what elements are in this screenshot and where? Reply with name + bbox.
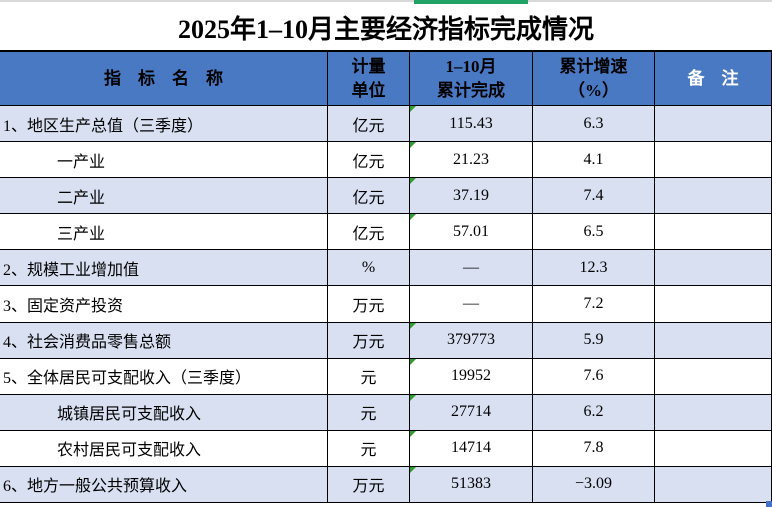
indicator-name-cell[interactable]: 城镇居民可支配收入 [0,394,328,430]
value-cell[interactable]: 19952 [410,358,533,394]
indicator-name-label: 农村居民可支配收入 [57,442,202,460]
table-body: 1、地区生产总值（三季度） 亿元 115.43 6.3 一产业 亿元 21.23… [0,106,772,504]
unit-cell[interactable]: 万元 [328,286,410,322]
value-cell[interactable]: 37.19 [410,178,533,214]
green-accent-bar [414,0,528,4]
indicator-name-cell[interactable]: 1、地区生产总值（三季度） [0,106,328,142]
indicator-name-cell[interactable]: 二产业 [0,178,328,214]
unit-cell[interactable]: 元 [328,358,410,394]
remark-cell[interactable] [655,286,772,322]
indicator-name-label: 5、全体居民可支配收入（三季度） [3,370,252,388]
indicator-name-cell[interactable]: 农村居民可支配收入 [0,430,328,466]
indicator-name-label: 城镇居民可支配收入 [57,406,202,424]
growth-cell[interactable]: 7.6 [533,358,655,394]
table-row: 4、社会消费品零售总额 万元 379773 5.9 [0,322,772,359]
value-cell[interactable]: 57.01 [410,214,533,250]
remark-cell[interactable] [655,214,772,250]
header-indicator-name[interactable]: 指 标 名 称 [0,52,328,105]
table-row: 城镇居民可支配收入 元 27714 6.2 [0,394,772,431]
indicator-name-label: 三产业 [57,225,106,243]
growth-cell[interactable]: 6.5 [533,214,655,250]
growth-cell[interactable]: 6.3 [533,106,655,142]
remark-cell[interactable] [655,466,772,503]
unit-cell[interactable]: 亿元 [328,178,410,214]
table-row: 农村居民可支配收入 元 14714 7.8 [0,430,772,467]
remark-cell[interactable] [655,394,772,430]
unit-cell[interactable]: 亿元 [328,142,410,178]
indicator-name-label: 二产业 [57,189,106,207]
indicator-name-label: 4、社会消费品零售总额 [3,334,172,352]
table-row: 三产业 亿元 57.01 6.5 [0,214,772,251]
header-unit[interactable]: 计量 单位 [328,52,410,105]
table-row: 2、规模工业增加值 % — 12.3 [0,250,772,287]
selection-handle[interactable] [766,501,772,507]
indicator-name-cell[interactable]: 三产业 [0,214,328,250]
indicator-name-cell[interactable]: 一产业 [0,142,328,178]
table-row: 一产业 亿元 21.23 4.1 [0,142,772,179]
indicator-name-cell[interactable]: 3、固定资产投资 [0,286,328,322]
value-cell[interactable]: 27714 [410,394,533,430]
table-row: 6、地方一般公共预算收入 万元 51383 −3.09 [0,466,772,504]
growth-cell[interactable]: 7.8 [533,430,655,466]
growth-cell[interactable]: 7.4 [533,178,655,214]
header-cumulative-completion[interactable]: 1–10月 累计完成 [410,52,533,105]
value-cell[interactable]: 51383 [410,466,533,503]
indicator-name-cell[interactable]: 6、地方一般公共预算收入 [0,466,328,503]
unit-cell[interactable]: % [328,250,410,286]
table-row: 1、地区生产总值（三季度） 亿元 115.43 6.3 [0,106,772,143]
value-cell[interactable]: — [410,286,533,322]
growth-cell[interactable]: 5.9 [533,322,655,358]
table-header-row: 指 标 名 称 计量 单位 1–10月 累计完成 累计增速 （%） 备 注 [0,52,772,106]
value-cell[interactable]: — [410,250,533,286]
remark-cell[interactable] [655,430,772,466]
indicator-name-label: 一产业 [57,153,106,171]
value-cell[interactable]: 14714 [410,430,533,466]
remark-cell[interactable] [655,106,772,142]
remark-cell[interactable] [655,322,772,358]
remark-cell[interactable] [655,358,772,394]
unit-cell[interactable]: 元 [328,430,410,466]
table-row: 5、全体居民可支配收入（三季度） 元 19952 7.6 [0,358,772,395]
growth-cell[interactable]: 6.2 [533,394,655,430]
indicator-name-label: 1、地区生产总值（三季度） [3,117,204,135]
header-cumulative-growth[interactable]: 累计增速 （%） [533,52,655,105]
unit-cell[interactable]: 元 [328,394,410,430]
indicator-name-label: 2、规模工业增加值 [3,261,140,279]
page-title: 2025年1–10月主要经济指标完成情况 [177,15,594,44]
value-cell[interactable]: 115.43 [410,106,533,142]
header-remark[interactable]: 备 注 [655,52,772,105]
unit-cell[interactable]: 万元 [328,466,410,503]
indicators-table: 指 标 名 称 计量 单位 1–10月 累计完成 累计增速 （%） 备 注 1、… [0,50,772,504]
unit-cell[interactable]: 万元 [328,322,410,358]
window-top-border [0,0,772,2]
indicator-name-cell[interactable]: 5、全体居民可支配收入（三季度） [0,358,328,394]
remark-cell[interactable] [655,250,772,286]
indicator-name-label: 6、地方一般公共预算收入 [3,478,188,496]
growth-cell[interactable]: 4.1 [533,142,655,178]
table-row: 二产业 亿元 37.19 7.4 [0,178,772,215]
indicator-name-cell[interactable]: 4、社会消费品零售总额 [0,322,328,358]
remark-cell[interactable] [655,178,772,214]
indicator-name-label: 3、固定资产投资 [3,298,124,316]
remark-cell[interactable] [655,142,772,178]
value-cell[interactable]: 21.23 [410,142,533,178]
indicator-name-cell[interactable]: 2、规模工业增加值 [0,250,328,286]
table-row: 3、固定资产投资 万元 — 7.2 [0,286,772,323]
unit-cell[interactable]: 亿元 [328,214,410,250]
growth-cell[interactable]: 7.2 [533,286,655,322]
value-cell[interactable]: 379773 [410,322,533,358]
unit-cell[interactable]: 亿元 [328,106,410,142]
growth-cell[interactable]: 12.3 [533,250,655,286]
growth-cell[interactable]: −3.09 [533,466,655,503]
